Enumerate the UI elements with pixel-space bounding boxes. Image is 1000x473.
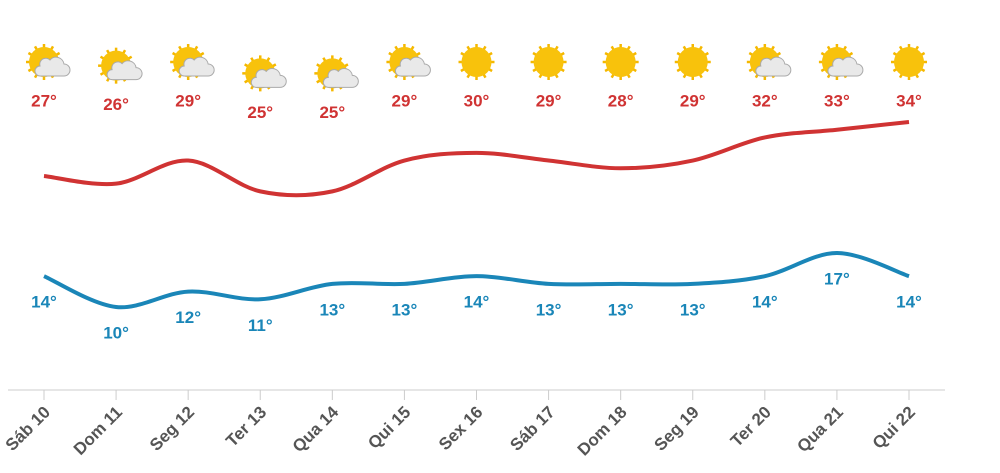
partly-cloudy-icon — [746, 44, 792, 80]
partly-cloudy-icon — [26, 44, 71, 80]
sun-icon — [458, 44, 495, 80]
partly-cloudy-icon — [170, 44, 215, 80]
data-label: 12° — [175, 308, 201, 327]
data-label: 29° — [680, 91, 706, 110]
sun — [605, 47, 636, 77]
data-label: 13° — [319, 300, 345, 319]
sun-icon — [891, 44, 927, 80]
data-label: 14° — [896, 293, 922, 312]
data-label: 26° — [103, 95, 129, 114]
cloud — [322, 68, 359, 88]
partly-cloudy-icon — [98, 47, 143, 84]
data-label: 10° — [103, 323, 129, 342]
x-tick-label: Sex 16 — [435, 403, 487, 455]
data-label: 13° — [536, 300, 562, 319]
data-label: 14° — [31, 293, 57, 312]
cloud — [394, 56, 431, 77]
partly-cloudy-icon — [242, 55, 287, 92]
partly-cloudy-icon — [314, 55, 359, 92]
x-tick-label: Qui 15 — [364, 403, 414, 453]
x-tick-label: Dom 11 — [70, 403, 126, 459]
x-tick-label: Qua 14 — [289, 402, 343, 456]
data-label: 33° — [824, 91, 850, 110]
cloud — [755, 56, 792, 77]
x-tick-label: Ter 13 — [222, 403, 270, 451]
sun-icon — [674, 44, 711, 80]
data-label: 34° — [896, 91, 922, 110]
cloud — [827, 56, 864, 77]
data-label: 25° — [319, 103, 345, 122]
sun — [461, 47, 492, 77]
data-label: 17° — [824, 270, 850, 289]
sun-icon — [602, 44, 639, 80]
x-tick-label: Ter 20 — [727, 403, 775, 451]
partly-cloudy-icon — [386, 44, 431, 80]
cloud — [250, 68, 287, 88]
data-label: 11° — [248, 316, 273, 335]
sun — [894, 47, 924, 77]
cloud — [106, 60, 143, 81]
data-label: 29° — [536, 91, 562, 110]
sun — [677, 47, 708, 77]
data-label: 25° — [247, 103, 273, 122]
cloud — [34, 56, 71, 77]
sun — [533, 47, 564, 77]
data-label: 32° — [752, 91, 778, 110]
x-tick-label: Qui 22 — [869, 403, 919, 453]
partly-cloudy-icon — [818, 44, 864, 80]
data-label: 30° — [464, 91, 490, 110]
data-label: 29° — [175, 91, 201, 110]
line — [43, 251, 910, 310]
x-tick-label: Sáb 10 — [2, 403, 54, 455]
line — [43, 120, 910, 198]
data-label: 29° — [392, 91, 418, 110]
data-label: 13° — [680, 300, 706, 319]
data-label: 13° — [608, 300, 634, 319]
data-label: 27° — [31, 91, 57, 110]
data-label: 13° — [392, 300, 418, 319]
sun-icon — [530, 44, 567, 80]
x-tick-label: Seg 12 — [146, 403, 198, 455]
x-tick-label: Dom 18 — [574, 403, 631, 460]
x-tick-label: Qua 21 — [793, 403, 847, 457]
data-label: 28° — [608, 91, 634, 110]
data-label: 14° — [464, 293, 490, 312]
cloud — [178, 56, 215, 77]
x-tick-label: Seg 19 — [651, 403, 703, 455]
x-tick-label: Sáb 17 — [506, 403, 558, 455]
data-label: 14° — [752, 293, 778, 312]
